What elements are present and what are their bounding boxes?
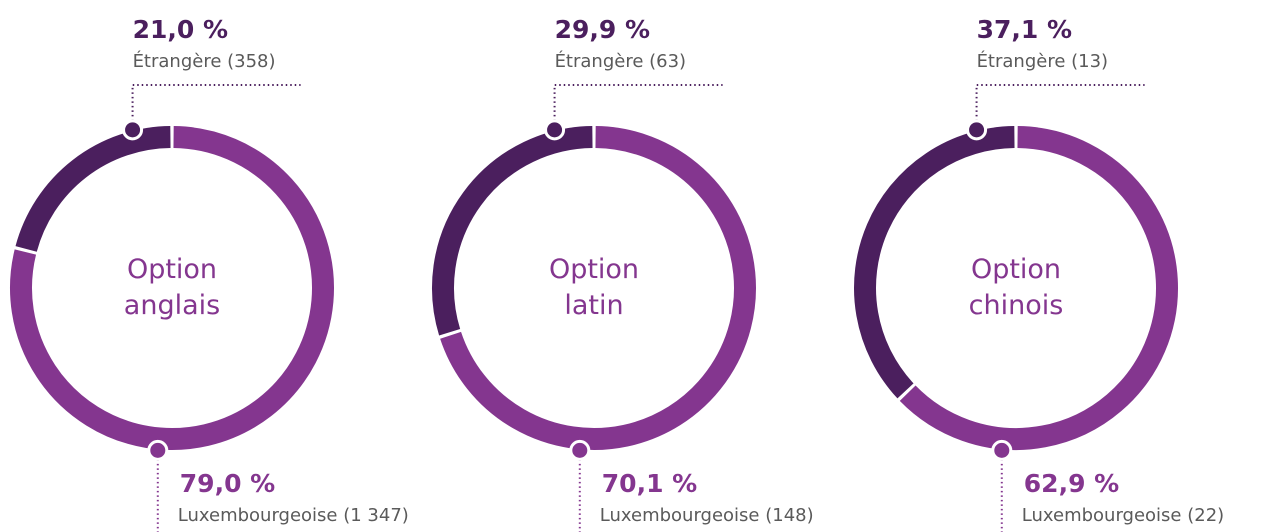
donut-segment bbox=[899, 126, 1178, 450]
category-label: Étrangère (13) bbox=[977, 50, 1109, 72]
marker-dot bbox=[991, 439, 1013, 461]
value-label: 79,0 % bbox=[180, 469, 275, 498]
marker-dot bbox=[544, 119, 566, 141]
category-label: Luxembourgeoise (1 347) bbox=[178, 505, 409, 526]
donut-segment bbox=[440, 126, 756, 450]
marker-dot bbox=[147, 439, 169, 461]
marker-dot bbox=[569, 439, 591, 461]
center-label-line: Option bbox=[127, 254, 217, 285]
value-label: 70,1 % bbox=[602, 469, 697, 498]
value-label: 62,9 % bbox=[1024, 469, 1119, 498]
donut-segment bbox=[854, 126, 1015, 399]
value-label: 29,9 % bbox=[555, 15, 650, 44]
center-label-line: Option bbox=[971, 254, 1061, 285]
marker-dot bbox=[966, 119, 988, 141]
value-label: 21,0 % bbox=[133, 15, 228, 44]
donut-segment bbox=[432, 126, 593, 336]
center-label-line: anglais bbox=[124, 290, 220, 321]
value-label: 37,1 % bbox=[977, 15, 1072, 44]
leader-line bbox=[553, 84, 723, 130]
marker-dot bbox=[122, 119, 144, 141]
donut-segment bbox=[15, 126, 171, 252]
donut-segment bbox=[10, 126, 334, 450]
center-label: Option latin bbox=[549, 254, 639, 321]
center-label: Option anglais bbox=[124, 254, 220, 321]
leader-line bbox=[131, 84, 301, 130]
category-label: Étrangère (358) bbox=[133, 50, 276, 72]
category-label: Étrangère (63) bbox=[555, 50, 687, 72]
center-label: Option chinois bbox=[969, 254, 1064, 321]
category-label: Luxembourgeoise (148) bbox=[600, 505, 814, 526]
center-label-line: Option bbox=[549, 254, 639, 285]
category-label: Luxembourgeoise (22) bbox=[1022, 505, 1224, 526]
center-label-line: chinois bbox=[969, 290, 1064, 321]
center-label-line: latin bbox=[564, 290, 623, 321]
leader-line bbox=[975, 84, 1145, 130]
